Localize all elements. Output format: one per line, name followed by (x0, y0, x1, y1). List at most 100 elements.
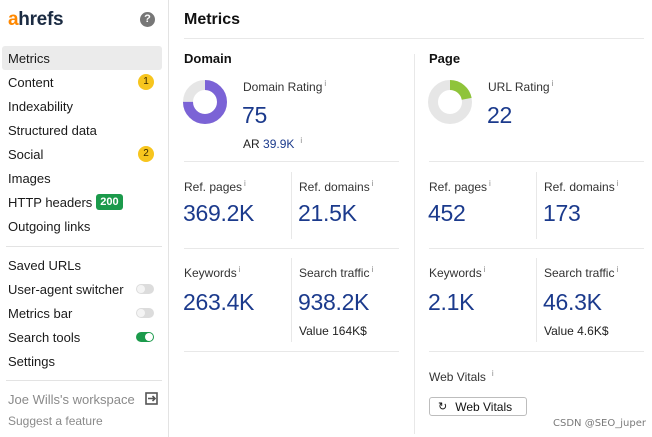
domain-keywords-label: Keywords i (184, 265, 241, 280)
title-divider (184, 38, 644, 39)
info-icon: i (616, 265, 619, 274)
row-divider (184, 248, 399, 249)
user-agent-switcher-toggle[interactable] (136, 284, 154, 294)
sidebar-item-label: Metrics (8, 50, 50, 66)
page-keywords-label: Keywords i (429, 265, 486, 280)
web-vitals-button[interactable]: ↻ Web Vitals (429, 397, 527, 416)
info-icon: i (324, 79, 327, 88)
sidebar-item-search-tools[interactable]: Search tools (2, 325, 162, 349)
domain-traffic-value[interactable]: 938.2K (298, 289, 370, 315)
domain-ref-pages-label: Ref. pages i (184, 179, 246, 194)
domain-ref-domains-value[interactable]: 21.5K (298, 200, 357, 226)
sidebar-item-indexability[interactable]: Indexability (2, 94, 162, 118)
domain-keywords-value[interactable]: 263.4K (183, 289, 255, 315)
metrics-bar-toggle[interactable] (136, 308, 154, 318)
exit-icon[interactable] (145, 392, 158, 405)
info-icon: i (616, 179, 619, 188)
count-badge: 1 (138, 74, 154, 90)
domain-rating-value: 75 (242, 102, 267, 128)
cell-divider (291, 172, 292, 239)
sidebar-item-label: HTTP headers (8, 194, 93, 210)
sidebar-item-outgoing-links[interactable]: Outgoing links (2, 214, 162, 238)
sidebar-item-label: Social (8, 146, 44, 162)
cell-divider (536, 258, 537, 342)
domain-ref-pages-value[interactable]: 369.2K (183, 200, 255, 226)
info-icon: i (489, 179, 491, 188)
domain-traffic-label: Search traffic i (299, 265, 374, 280)
sidebar-item-label: Outgoing links (8, 218, 91, 234)
sidebar-item-label: Indexability (8, 98, 74, 114)
workspace-name: Joe Wills's workspace (8, 391, 135, 407)
sidebar-item-structured-data[interactable]: Structured data (2, 118, 162, 142)
sidebar-item-label: Search tools (8, 329, 81, 345)
url-rating-donut (428, 80, 472, 124)
sidebar-item-label: Content (8, 74, 54, 90)
sidebar: a hrefs ? Metrics Content 1 Indexability S… (0, 0, 169, 437)
sidebar-item-metrics[interactable]: Metrics (2, 46, 162, 70)
ahrefs-rank: AR 39.9K i (243, 136, 303, 151)
cell-divider (536, 172, 537, 239)
row-divider (429, 248, 644, 249)
domain-rating-label: Domain Rating i (243, 79, 327, 94)
sidebar-tools: Saved URLs User-agent switcher Metrics b… (2, 253, 162, 373)
page-traffic-value[interactable]: 46.3K (543, 289, 602, 315)
search-tools-toggle[interactable] (136, 332, 154, 342)
sidebar-item-label: Settings (8, 353, 55, 369)
url-rating-value: 22 (487, 102, 512, 128)
domain-traffic-value-usd: Value 164K$ (299, 324, 367, 338)
url-rating-label: URL Rating i (488, 79, 554, 94)
page-ref-domains-label: Ref. domains i (544, 179, 619, 194)
page-heading: Page (429, 51, 461, 66)
domain-heading: Domain (184, 51, 232, 66)
row-divider (429, 161, 644, 162)
sidebar-nav: Metrics Content 1 Indexability Structured… (2, 46, 162, 238)
web-vitals-label: Web Vitals i (429, 369, 494, 384)
sidebar-item-content[interactable]: Content 1 (2, 70, 162, 94)
sidebar-divider (6, 246, 162, 247)
page-keywords-value[interactable]: 2.1K (428, 289, 475, 315)
count-badge: 2 (138, 146, 154, 162)
domain-rating-arc (183, 80, 227, 124)
sidebar-item-label: Structured data (8, 122, 97, 138)
page-ref-pages-value[interactable]: 452 (428, 200, 466, 226)
sidebar-item-label: Images (8, 170, 51, 186)
page-traffic-value-usd: Value 4.6K$ (544, 324, 609, 338)
sidebar-item-social[interactable]: Social 2 (2, 142, 162, 166)
sidebar-item-label: Metrics bar (8, 305, 73, 321)
column-divider (414, 54, 415, 434)
info-icon: i (491, 369, 494, 378)
info-icon: i (371, 179, 374, 188)
metrics-panel: Metrics Domain Domain Rating i 75 AR 39.9… (170, 0, 652, 437)
suggest-feature-link[interactable]: Suggest a feature (8, 414, 103, 428)
workspace-switcher[interactable]: Joe Wills's workspace (8, 390, 158, 408)
watermark: CSDN @SEO_juper (553, 418, 646, 429)
info-icon: i (551, 79, 554, 88)
ar-value-link[interactable]: 39.9K (263, 137, 295, 151)
sidebar-item-user-agent-switcher[interactable]: User-agent switcher (2, 277, 162, 301)
row-divider (184, 161, 399, 162)
sidebar-divider (6, 380, 162, 381)
sidebar-item-settings[interactable]: Settings (2, 349, 162, 373)
page-ref-domains-value[interactable]: 173 (543, 200, 581, 226)
sidebar-item-saved-urls[interactable]: Saved URLs (2, 253, 162, 277)
page-title: Metrics (184, 11, 241, 28)
page-ref-pages-label: Ref. pages i (429, 179, 491, 194)
row-divider (429, 351, 644, 352)
sidebar-item-metrics-bar[interactable]: Metrics bar (2, 301, 162, 325)
url-rating-arc (428, 80, 472, 124)
page-traffic-label: Search traffic i (544, 265, 619, 280)
refresh-icon: ↻ (438, 401, 448, 413)
status-badge: 200 (96, 194, 123, 210)
info-icon: i (483, 265, 486, 274)
sidebar-item-images[interactable]: Images (2, 166, 162, 190)
web-vitals-button-label: Web Vitals (455, 399, 513, 414)
cell-divider (291, 258, 292, 342)
sidebar-item-http-headers[interactable]: HTTP headers 200 (2, 190, 162, 214)
sidebar-item-label: User-agent switcher (8, 281, 124, 297)
ahrefs-logo[interactable]: a hrefs (8, 9, 64, 31)
domain-rating-donut (183, 80, 227, 124)
info-icon: i (300, 136, 303, 145)
row-divider (184, 351, 399, 352)
info-icon: i (371, 265, 374, 274)
help-icon[interactable]: ? (140, 12, 155, 27)
